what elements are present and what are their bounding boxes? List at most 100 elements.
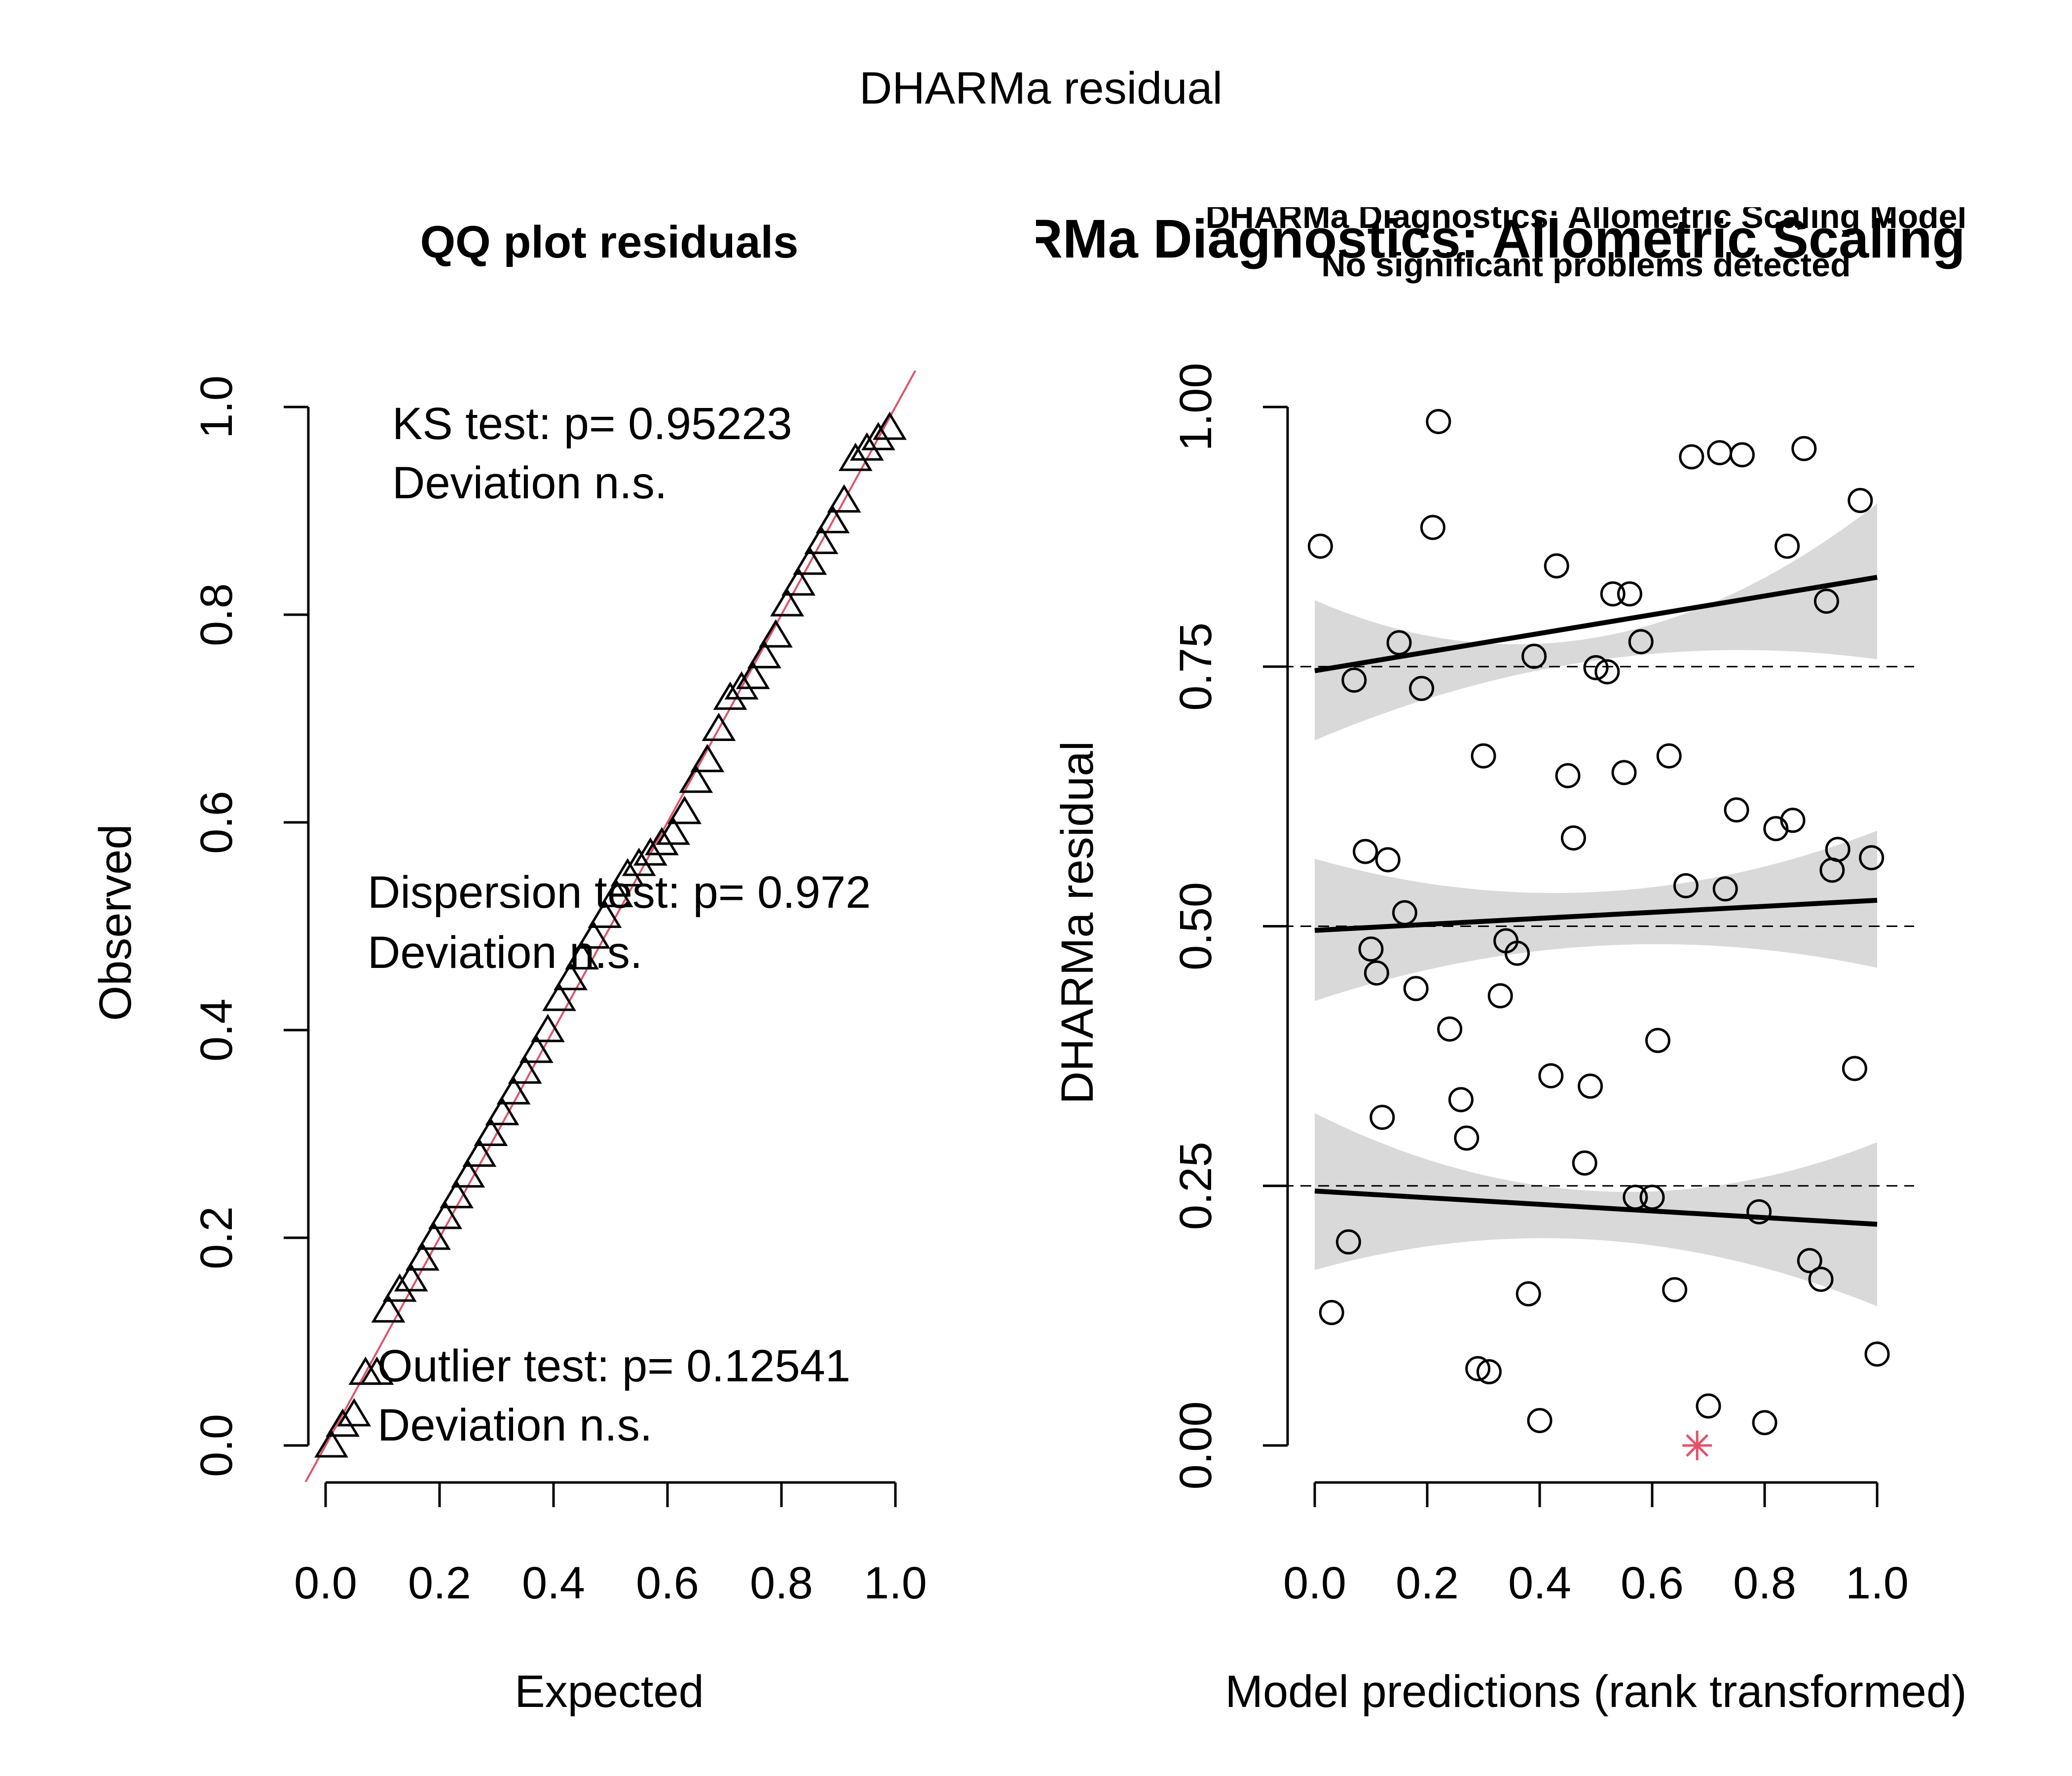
residual-title-group: DHARMa Diagnostics: Allometric Scaling D… [1036, 207, 1966, 284]
qq-point [770, 588, 804, 617]
qq-point [314, 1429, 348, 1458]
qq-point [793, 546, 827, 575]
ks-test-label: KS test: p= 0.95223 [392, 399, 792, 449]
figure-title: DHARMa residual [859, 63, 1222, 113]
residual-point [1353, 839, 1378, 864]
residual-point [1341, 667, 1367, 693]
residual-point [1487, 983, 1513, 1009]
residual-point [1746, 1199, 1772, 1224]
qq-point [645, 827, 679, 855]
residual-x-axis: 0.0 0.2 0.4 0.6 0.8 1.0 [1283, 1481, 1909, 1608]
qq-point [622, 848, 656, 876]
qq-point [815, 505, 850, 534]
qq-point [360, 1356, 394, 1385]
residual-point [1696, 1393, 1721, 1419]
residual-point [1724, 797, 1749, 823]
qq-plot-area [304, 370, 917, 1482]
qq-x-tick-label: 0.2 [408, 1558, 471, 1608]
residual-point [1527, 1407, 1553, 1433]
residual-y-axis: 0.00 0.25 0.50 0.75 1.00 [1171, 363, 1289, 1490]
qq-point [542, 982, 576, 1011]
residual-point [1752, 1410, 1777, 1436]
qq-point [405, 1242, 440, 1271]
qq-y-tick-label: 0.4 [191, 999, 242, 1062]
qq-point [656, 816, 690, 845]
residual-point [1504, 940, 1530, 966]
quantile-line [1314, 1188, 1878, 1227]
residual-point [1516, 1281, 1541, 1307]
residual-y-axis-label: DHARMa residual [1052, 741, 1103, 1104]
residual-point [1335, 1229, 1361, 1255]
residual-point [1712, 876, 1738, 902]
qq-point [337, 1398, 371, 1427]
qq-point [781, 567, 816, 596]
residual-point [1808, 1266, 1834, 1292]
residual-point [1729, 442, 1755, 468]
residual-point [1617, 581, 1642, 607]
outlier-deviation-label: Deviation n.s. [377, 1400, 652, 1450]
qq-point [736, 661, 770, 689]
qq-point [690, 743, 725, 773]
residual-point [1639, 1184, 1665, 1210]
residual-point [1476, 1359, 1502, 1385]
residual-point [1392, 900, 1417, 925]
residual-point [1623, 1184, 1648, 1210]
qq-point [679, 764, 713, 793]
qq-point [565, 941, 599, 970]
residual-point [1813, 589, 1839, 614]
residual-point [1544, 553, 1569, 579]
qq-point [462, 1138, 497, 1167]
qq-point [496, 1076, 531, 1105]
residual-point [1465, 1356, 1491, 1381]
residual-y-tick-label: 0.50 [1171, 882, 1221, 970]
qq-point [599, 879, 633, 907]
qq-x-tick-label: 0.8 [750, 1558, 813, 1608]
qq-y-tick-label: 0.8 [191, 583, 242, 646]
qq-point [667, 796, 702, 824]
qq-point [474, 1117, 508, 1146]
residual-x-tick-label: 0.0 [1283, 1558, 1346, 1608]
outlier-test-label: Outlier test: p= 0.12541 [377, 1341, 851, 1391]
qq-point [508, 1055, 542, 1084]
residual-point [1679, 444, 1704, 470]
residual-point [1842, 1056, 1867, 1081]
residual-point [1358, 936, 1384, 962]
residual-point [1594, 659, 1620, 685]
residual-y-tick-label: 1.00 [1171, 363, 1221, 451]
residual-point [1364, 960, 1389, 986]
dispersion-test-label: Dispersion test: p= 0.972 [368, 867, 871, 918]
qq-title: QQ plot residuals [420, 217, 799, 267]
residual-point [1763, 816, 1789, 842]
residual-point [1555, 763, 1581, 788]
qq-x-axis-label: Expected [515, 1666, 704, 1717]
qq-point [724, 671, 759, 700]
qq-point [394, 1263, 428, 1292]
residual-point [1409, 675, 1435, 701]
residual-panel: DHARMa Diagnostics: Allometric Scaling D… [1036, 207, 1967, 1717]
qq-point [759, 619, 793, 648]
qq-point [838, 443, 873, 471]
qq-points [314, 411, 907, 1458]
residual-point [1578, 1073, 1603, 1099]
qq-point [428, 1201, 462, 1229]
qq-x-tick-label: 0.6 [636, 1558, 699, 1608]
qq-point [451, 1159, 485, 1188]
qq-point [371, 1294, 406, 1323]
residual-point [1560, 825, 1586, 851]
residual-point [1707, 440, 1733, 466]
residual-y-tick-label: 0.00 [1171, 1401, 1221, 1489]
dispersion-deviation-label: Deviation n.s. [368, 927, 642, 978]
residual-x-tick-label: 0.2 [1396, 1558, 1459, 1608]
outlier-markers [1682, 1431, 1712, 1460]
ks-deviation-label: Deviation n.s. [392, 458, 667, 508]
qq-point [588, 899, 622, 928]
qq-point [702, 712, 736, 741]
qq-point [804, 525, 839, 555]
qq-point [440, 1180, 474, 1209]
qq-point [633, 837, 667, 866]
residual-point [1611, 760, 1637, 785]
residual-x-tick-label: 1.0 [1846, 1558, 1909, 1608]
qq-point [382, 1273, 417, 1302]
residual-point [1307, 533, 1333, 559]
residual-point [1538, 1063, 1564, 1089]
